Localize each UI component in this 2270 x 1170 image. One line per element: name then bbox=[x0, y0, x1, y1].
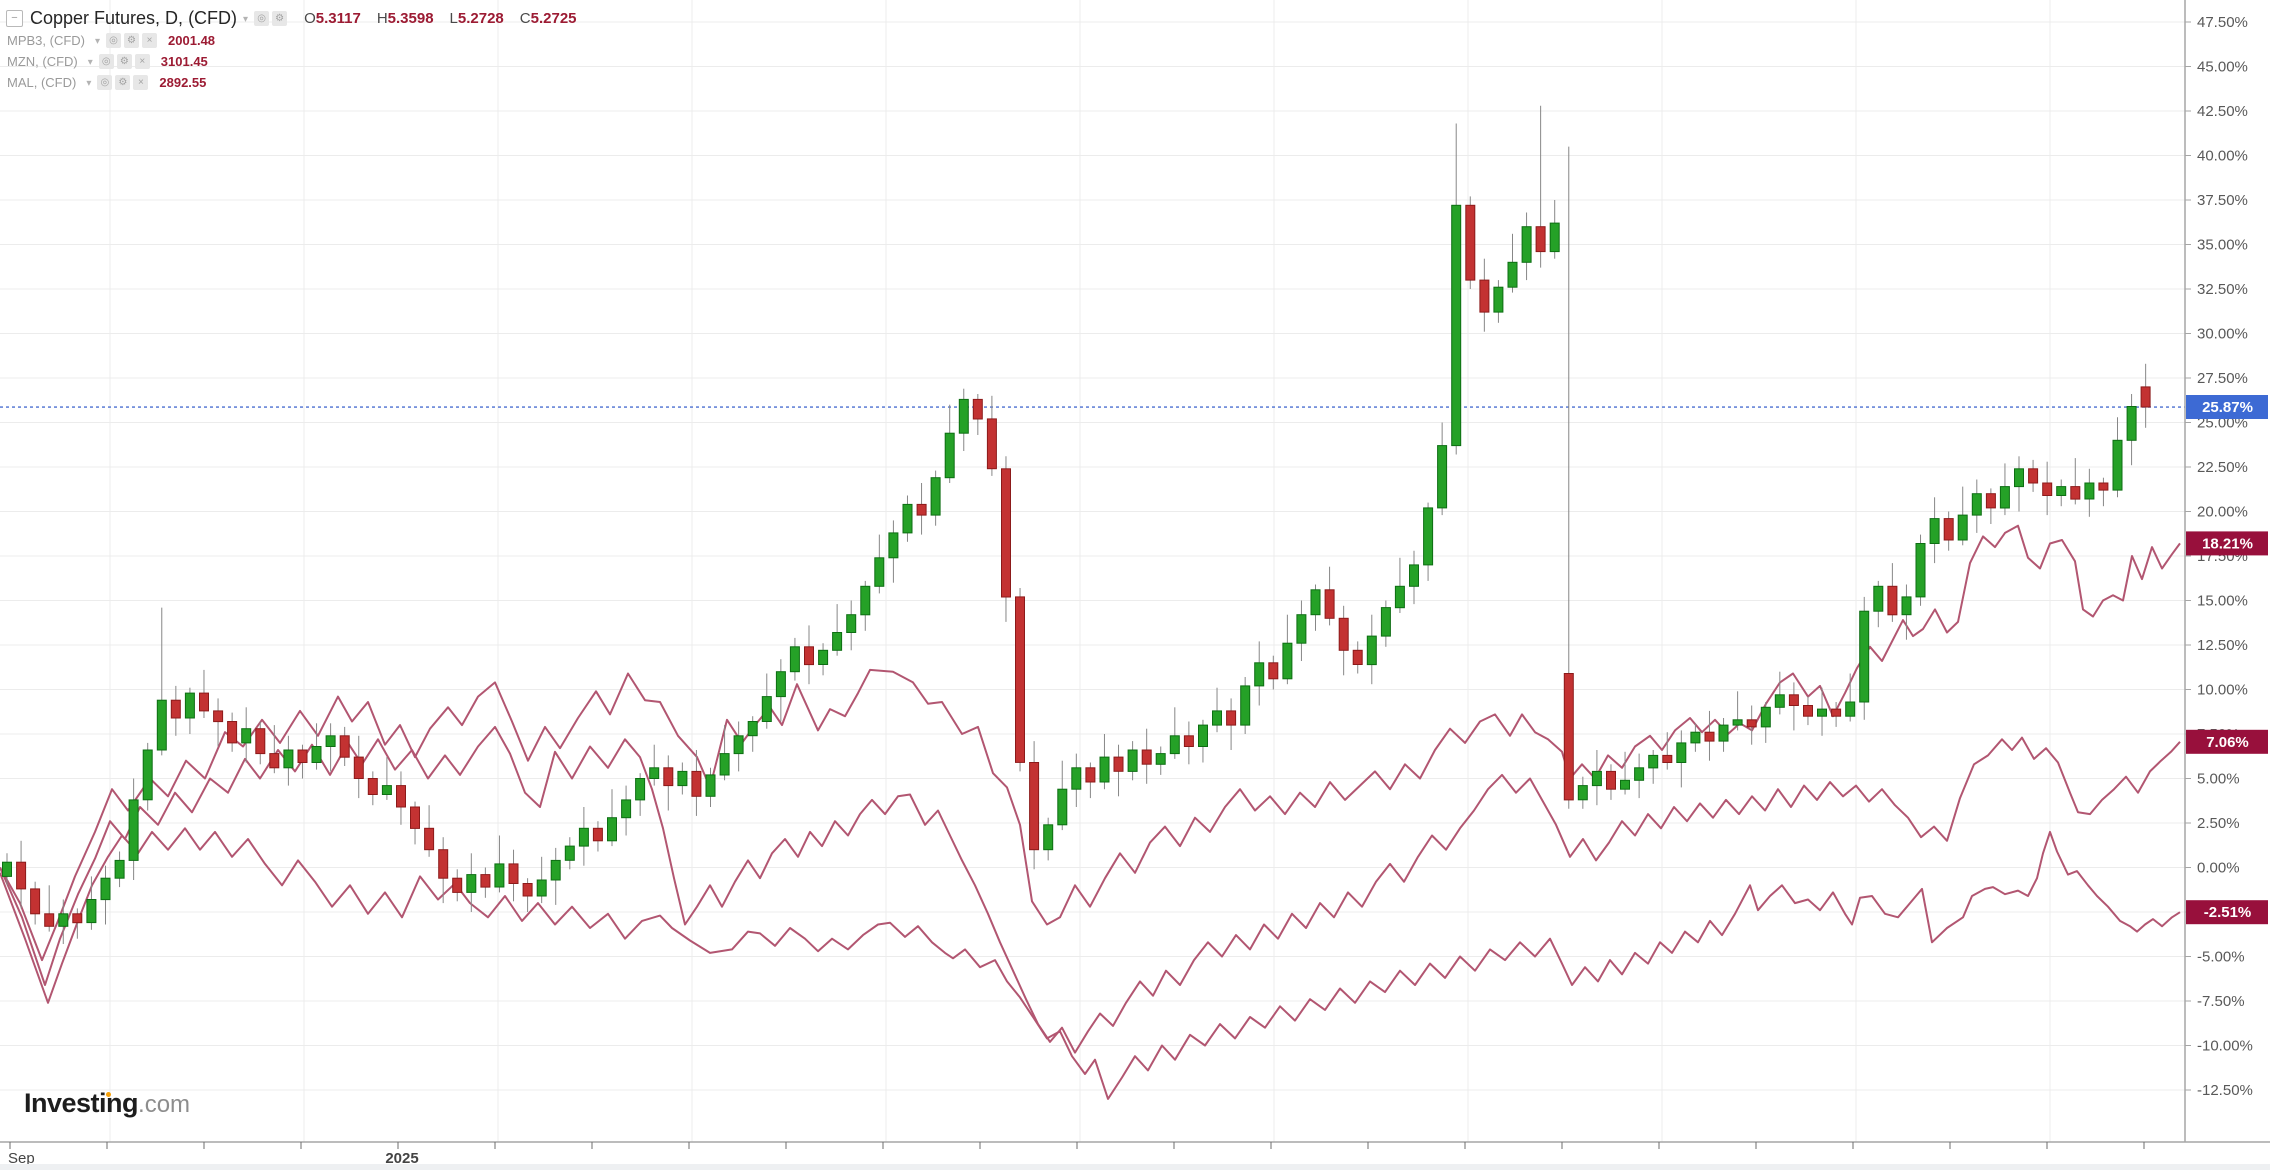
settings-icon[interactable]: ⚙ bbox=[116, 54, 132, 69]
svg-text:-12.50%: -12.50% bbox=[2197, 1082, 2253, 1099]
settings-icon[interactable]: ⚙ bbox=[272, 11, 288, 26]
svg-text:15.00%: 15.00% bbox=[2197, 593, 2248, 610]
settings-icon[interactable]: ⚙ bbox=[124, 33, 140, 48]
candle-bodies-layer bbox=[2, 204, 2151, 927]
close-label: C bbox=[519, 10, 531, 27]
chevron-down-icon[interactable]: ▾ bbox=[95, 36, 101, 47]
close-icon[interactable]: × bbox=[142, 33, 158, 48]
bottom-strip bbox=[0, 1164, 2270, 1170]
visibility-icon[interactable]: ◎ bbox=[106, 33, 122, 48]
compare-series-row: MAL, (CFD) ▾ ◎ ⚙ × 2892.55 bbox=[7, 75, 206, 90]
series-label: MZN, (CFD) bbox=[7, 54, 78, 69]
low-value: 5.2728 bbox=[457, 10, 504, 27]
price-axis-labels[interactable]: 47.50% 45.00% 42.50% 40.00% 37.50% 35.00% 32.5… bbox=[2197, 14, 2253, 1099]
svg-text:0.00%: 0.00% bbox=[2197, 860, 2240, 877]
series-value: 3101.45 bbox=[160, 54, 208, 69]
chevron-down-icon[interactable]: ▾ bbox=[243, 14, 249, 25]
logo-suffix: .com bbox=[138, 1091, 191, 1118]
svg-text:2025: 2025 bbox=[385, 1150, 418, 1167]
price-axis-ticks bbox=[2185, 21, 2191, 1091]
open-value: 5.3117 bbox=[315, 10, 361, 27]
visibility-icon[interactable]: ◎ bbox=[254, 11, 270, 26]
svg-text:18.21%: 18.21% bbox=[2202, 535, 2253, 552]
compare-price-badge: 7.06% bbox=[2186, 729, 2268, 754]
investing-logo: Investing.com bbox=[24, 1088, 190, 1119]
compare-series-row: MPB3, (CFD) ▾ ◎ ⚙ × 2001.48 bbox=[7, 33, 215, 48]
series-label: MPB3, (CFD) bbox=[7, 33, 85, 48]
settings-icon[interactable]: ⚙ bbox=[115, 75, 131, 90]
svg-text:40.00%: 40.00% bbox=[2197, 148, 2248, 165]
page-title: Copper Futures, D, (CFD) bbox=[30, 8, 238, 28]
compare-price-badge: -2.51% bbox=[2186, 900, 2268, 925]
high-value: 5.3598 bbox=[387, 10, 434, 27]
svg-text:Sep: Sep bbox=[8, 1150, 35, 1167]
svg-text:-7.50%: -7.50% bbox=[2197, 993, 2245, 1010]
axis-frame bbox=[0, 0, 2270, 1143]
series-value: 2001.48 bbox=[168, 33, 216, 48]
svg-text:5.00%: 5.00% bbox=[2197, 771, 2240, 788]
svg-text:35.00%: 35.00% bbox=[2197, 237, 2248, 254]
svg-text:45.00%: 45.00% bbox=[2197, 59, 2248, 76]
svg-text:20.00%: 20.00% bbox=[2197, 504, 2248, 521]
svg-text:12.50%: 12.50% bbox=[2197, 637, 2248, 654]
series-label: MAL, (CFD) bbox=[7, 75, 77, 90]
chevron-down-icon[interactable]: ▾ bbox=[86, 78, 92, 89]
comparison-lines-layer bbox=[0, 524, 2181, 1100]
series-value: 2892.55 bbox=[159, 75, 207, 90]
high-label: H bbox=[376, 10, 388, 27]
compare-line-MZN bbox=[0, 725, 2181, 1054]
compare-line-MPB3 bbox=[0, 524, 2181, 962]
svg-text:27.50%: 27.50% bbox=[2197, 370, 2248, 387]
svg-text:30.00%: 30.00% bbox=[2197, 326, 2248, 343]
main-series-row: − Copper Futures, D, (CFD) ▾ ◎ ⚙ O5.3117… bbox=[6, 8, 587, 29]
time-axis-labels[interactable]: Sep 2025 bbox=[8, 1150, 419, 1167]
grid-layer bbox=[0, 0, 2185, 1142]
collapse-legend-icon[interactable]: − bbox=[6, 10, 23, 27]
svg-text:7.06%: 7.06% bbox=[2206, 734, 2249, 751]
ohlc-values: O5.3117 H5.3598 L5.2728 C5.2725 bbox=[304, 10, 586, 27]
compare-line-MAL bbox=[0, 827, 2181, 1100]
svg-text:42.50%: 42.50% bbox=[2197, 103, 2248, 120]
svg-text:47.50%: 47.50% bbox=[2197, 14, 2248, 31]
time-axis-ticks bbox=[9, 1142, 2145, 1149]
svg-text:2.50%: 2.50% bbox=[2197, 815, 2240, 832]
low-label: L bbox=[449, 10, 458, 27]
svg-text:-10.00%: -10.00% bbox=[2197, 1038, 2253, 1055]
close-icon[interactable]: × bbox=[133, 75, 149, 90]
svg-text:-2.51%: -2.51% bbox=[2204, 904, 2252, 921]
logo-orange-dot bbox=[106, 1092, 111, 1097]
current-price-badge: 25.87% bbox=[2186, 395, 2268, 419]
svg-text:37.50%: 37.50% bbox=[2197, 192, 2248, 209]
svg-text:32.50%: 32.50% bbox=[2197, 281, 2248, 298]
compare-series-row: MZN, (CFD) ▾ ◎ ⚙ × 3101.45 bbox=[7, 54, 208, 69]
open-label: O bbox=[304, 10, 316, 27]
close-value: 5.2725 bbox=[530, 10, 577, 27]
close-icon[interactable]: × bbox=[134, 54, 150, 69]
svg-text:-5.00%: -5.00% bbox=[2197, 949, 2245, 966]
candle-wicks-layer bbox=[6, 105, 2147, 944]
visibility-icon[interactable]: ◎ bbox=[98, 54, 114, 69]
visibility-icon[interactable]: ◎ bbox=[97, 75, 113, 90]
svg-text:25.87%: 25.87% bbox=[2202, 399, 2253, 416]
compare-price-badge: 18.21% bbox=[2186, 531, 2268, 556]
svg-text:22.50%: 22.50% bbox=[2197, 459, 2248, 476]
chevron-down-icon[interactable]: ▾ bbox=[87, 57, 93, 68]
svg-text:10.00%: 10.00% bbox=[2197, 682, 2248, 699]
logo-text: Investing bbox=[24, 1088, 139, 1118]
